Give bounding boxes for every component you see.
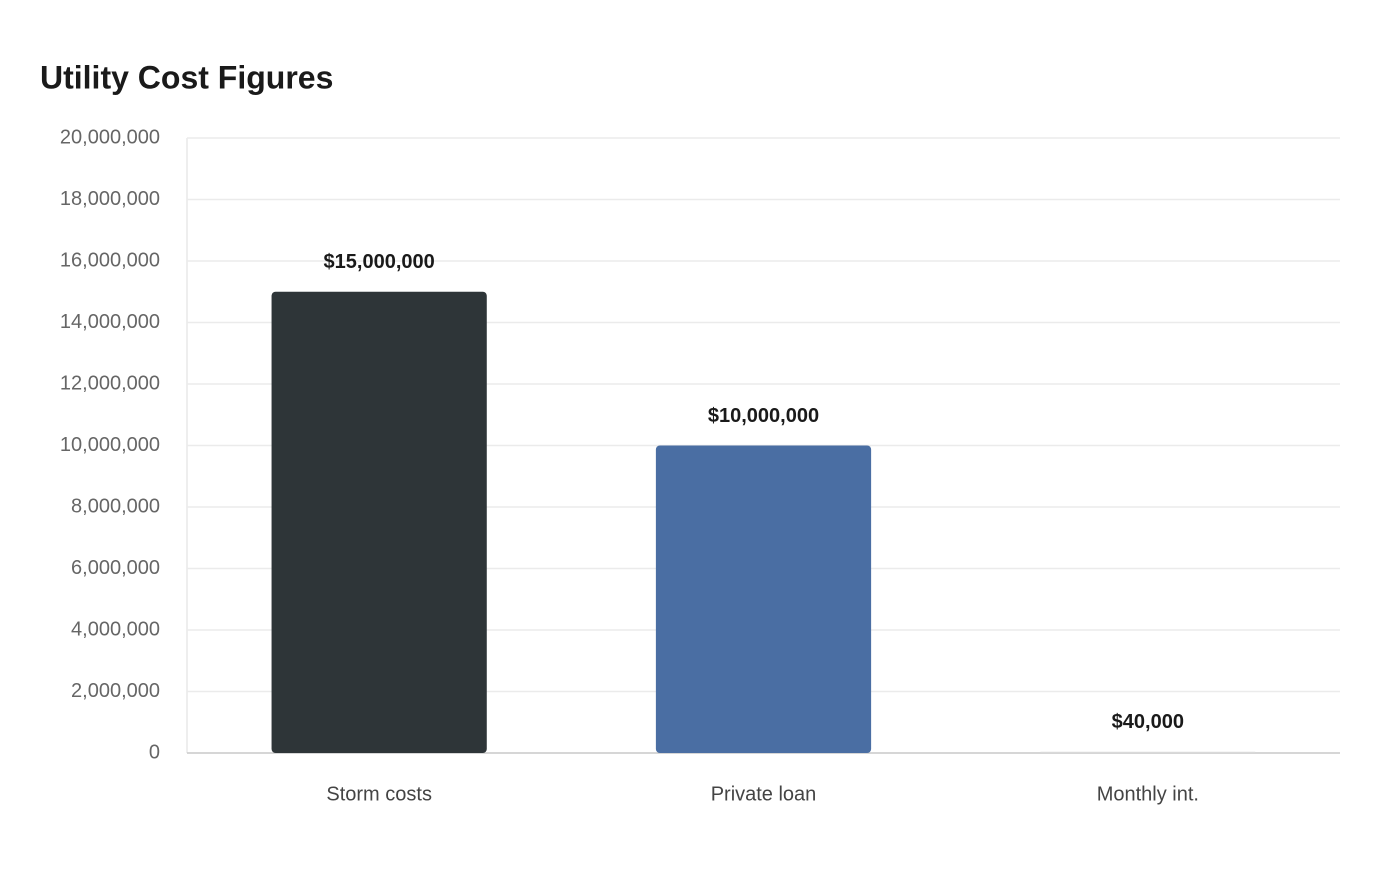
y-tick-label: 20,000,000	[60, 126, 160, 148]
y-tick-label: 4,000,000	[71, 618, 160, 640]
y-tick-label: 14,000,000	[60, 311, 160, 333]
y-tick-label: 0	[149, 741, 160, 763]
chart-title: Utility Cost Figures	[40, 59, 333, 95]
y-tick-label: 2,000,000	[71, 680, 160, 702]
bar	[271, 291, 487, 753]
y-tick-label: 10,000,000	[60, 434, 160, 456]
value-label: $15,000,000	[324, 251, 435, 273]
x-tick-label: Monthly int.	[1097, 783, 1199, 805]
y-tick-label: 8,000,000	[71, 495, 160, 517]
x-tick-label: Private loan	[711, 783, 817, 805]
y-tick-label: 6,000,000	[71, 557, 160, 579]
y-tick-label: 16,000,000	[60, 249, 160, 271]
value-label: $40,000	[1112, 711, 1184, 733]
y-tick-label: 18,000,000	[60, 188, 160, 210]
y-tick-label: 12,000,000	[60, 372, 160, 394]
bar	[1040, 751, 1256, 753]
x-tick-label: Storm costs	[326, 783, 432, 805]
value-label: $10,000,000	[708, 405, 819, 427]
bar	[655, 445, 872, 753]
